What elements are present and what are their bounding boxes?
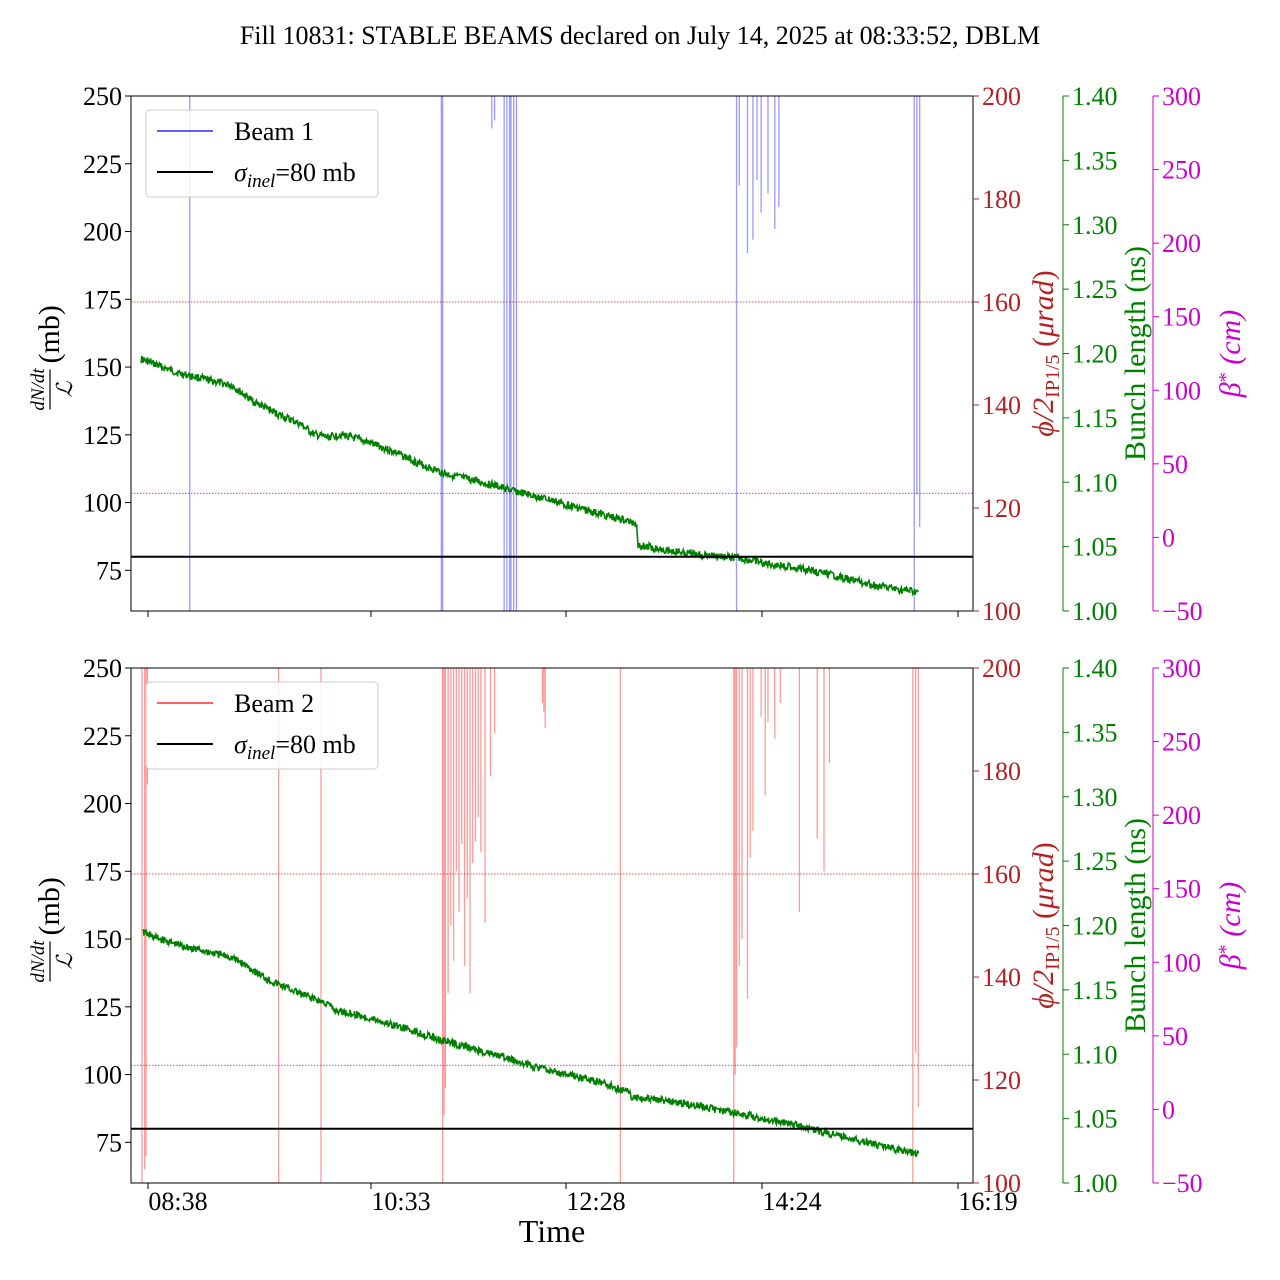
crossing-angle-axis-label: ϕ/2IP1/5 (μrad) [1027, 842, 1064, 1008]
legend-beam-label: Beam 1 [234, 117, 314, 146]
bunch-length-tick-label: 1.00 [1072, 597, 1118, 626]
beta-star-tick-label: 150 [1162, 303, 1201, 332]
left-y-label-numerator: dN/dt [28, 940, 49, 983]
left-y-tick-label: 250 [83, 82, 122, 111]
left-y-tick-label: 225 [83, 150, 122, 179]
crossing-angle-tick-label: 100 [982, 1169, 1021, 1198]
bunch-length-tick-label: 1.20 [1072, 340, 1118, 369]
x-tick-label: 12:28 [566, 1187, 625, 1216]
left-y-tick-label: 125 [83, 421, 122, 450]
bunch-length-tick-label: 1.25 [1072, 275, 1118, 304]
beta-star-tick-label: 0 [1162, 523, 1175, 552]
left-y-tick-label: 125 [83, 993, 122, 1022]
legend-box [145, 109, 379, 198]
crossing-angle-tick-label: 160 [982, 288, 1021, 317]
left-y-tick-label: 175 [83, 857, 122, 886]
left-y-tick-label: 75 [96, 556, 122, 585]
bunch-length-tick-label: 1.15 [1072, 404, 1118, 433]
crossing-angle-tick-label: 160 [982, 860, 1021, 889]
bunch-length-tick-label: 1.30 [1072, 211, 1118, 240]
figure-title: Fill 10831: STABLE BEAMS declared on Jul… [240, 21, 1040, 50]
crossing-angle-tick-label: 140 [982, 963, 1021, 992]
crossing-angle-tick-label: 100 [982, 597, 1021, 626]
crossing-angle-tick-label: 180 [982, 185, 1021, 214]
beta-star-tick-label: 50 [1162, 1022, 1188, 1051]
left-y-label-unit: (mb) [33, 305, 66, 363]
bunch-length-tick-label: 1.10 [1072, 468, 1118, 497]
legend-sigma-label: σinel=80 mb [234, 158, 356, 192]
left-y-tick-label: 225 [83, 722, 122, 751]
bunch-length-tick-label: 1.20 [1072, 912, 1118, 941]
crossing-angle-tick-label: 120 [982, 1066, 1021, 1095]
left-y-label-denominator: ℒ [53, 380, 78, 397]
bunch-length-tick-label: 1.05 [1072, 1105, 1118, 1134]
crossing-angle-tick-label: 180 [982, 757, 1021, 786]
left-y-tick-label: 75 [96, 1128, 122, 1157]
beta-star-tick-label: 300 [1162, 82, 1201, 111]
beta-star-axis-label: β* (cm) [1214, 310, 1247, 398]
bunch-length-axis-label: Bunch length (ns) [1119, 246, 1152, 461]
left-y-tick-label: 150 [83, 353, 122, 382]
bunch-length-tick-label: 1.15 [1072, 976, 1118, 1005]
beta-star-tick-label: 250 [1162, 728, 1201, 757]
left-y-label-numerator: dN/dt [28, 368, 49, 411]
bunch-length-axis-label: Bunch length (ns) [1119, 818, 1152, 1033]
beta-star-axis-label: β* (cm) [1214, 882, 1247, 970]
left-y-tick-label: 250 [83, 654, 122, 683]
plot-area [131, 96, 973, 611]
plot-area [131, 668, 973, 1183]
x-axis-label: Time [519, 1213, 585, 1249]
plot-frame [130, 95, 974, 612]
beta-star-tick-label: 300 [1162, 654, 1201, 683]
bunch-length-tick-label: 1.10 [1072, 1040, 1118, 1069]
beta-star-tick-label: 100 [1162, 948, 1201, 977]
left-y-tick-label: 100 [83, 1061, 122, 1090]
beta-star-tick-label: 50 [1162, 450, 1188, 479]
bottom-panel: 75 100 125 150 175 200 225 250 100 120 140 160 180 20… [28, 654, 1247, 1216]
bunch-length-tick-label: 1.40 [1072, 82, 1118, 111]
left-y-tick-label: 175 [83, 285, 122, 314]
legend-beam-label: Beam 2 [234, 689, 314, 718]
crossing-angle-tick-label: 200 [982, 654, 1021, 683]
bunch-length-tick-label: 1.35 [1072, 146, 1118, 175]
crossing-angle-tick-label: 200 [982, 82, 1021, 111]
top-panel: 75 100 125 150 175 200 225 250 100 120 140 160 180 20… [28, 82, 1247, 626]
x-tick-label: 10:33 [371, 1187, 430, 1216]
left-y-tick-label: 100 [83, 489, 122, 518]
crossing-angle-axis-label: ϕ/2IP1/5 (μrad) [1027, 270, 1064, 436]
beta-star-tick-label: 0 [1162, 1095, 1175, 1124]
beta-star-tick-label: 200 [1162, 229, 1201, 258]
beta-star-tick-label: 150 [1162, 875, 1201, 904]
bunch-length-line [142, 928, 920, 1158]
left-y-tick-label: 150 [83, 925, 122, 954]
x-tick-label: 16:19 [958, 1187, 1017, 1216]
plot-frame [130, 667, 974, 1184]
legend-sigma-label: σinel=80 mb [234, 730, 356, 764]
beta-star-tick-label: −50 [1162, 597, 1203, 626]
bunch-length-tick-label: 1.30 [1072, 783, 1118, 812]
beta-star-tick-label: 200 [1162, 801, 1201, 830]
left-y-axis-label: dN/dt ℒ (mb) [28, 305, 78, 410]
x-tick-label: 08:38 [148, 1187, 207, 1216]
bunch-length-tick-label: 1.25 [1072, 847, 1118, 876]
bunch-length-line [140, 355, 920, 597]
left-y-tick-label: 200 [83, 218, 122, 247]
bunch-length-tick-label: 1.35 [1072, 718, 1118, 747]
bunch-length-tick-label: 1.40 [1072, 654, 1118, 683]
x-tick-label: 14:24 [762, 1187, 821, 1216]
beta-star-tick-label: 100 [1162, 376, 1201, 405]
left-y-tick-label: 200 [83, 790, 122, 819]
beta-star-tick-label: 250 [1162, 156, 1201, 185]
bunch-length-tick-label: 1.05 [1072, 533, 1118, 562]
left-y-label-unit: (mb) [33, 877, 66, 935]
beta-star-tick-label: −50 [1162, 1169, 1203, 1198]
crossing-angle-tick-label: 120 [982, 494, 1021, 523]
crossing-angle-tick-label: 140 [982, 391, 1021, 420]
legend-box [145, 681, 379, 770]
left-y-label-denominator: ℒ [53, 952, 78, 969]
left-y-axis-label: dN/dt ℒ (mb) [28, 877, 78, 982]
bunch-length-tick-label: 1.00 [1072, 1169, 1118, 1198]
